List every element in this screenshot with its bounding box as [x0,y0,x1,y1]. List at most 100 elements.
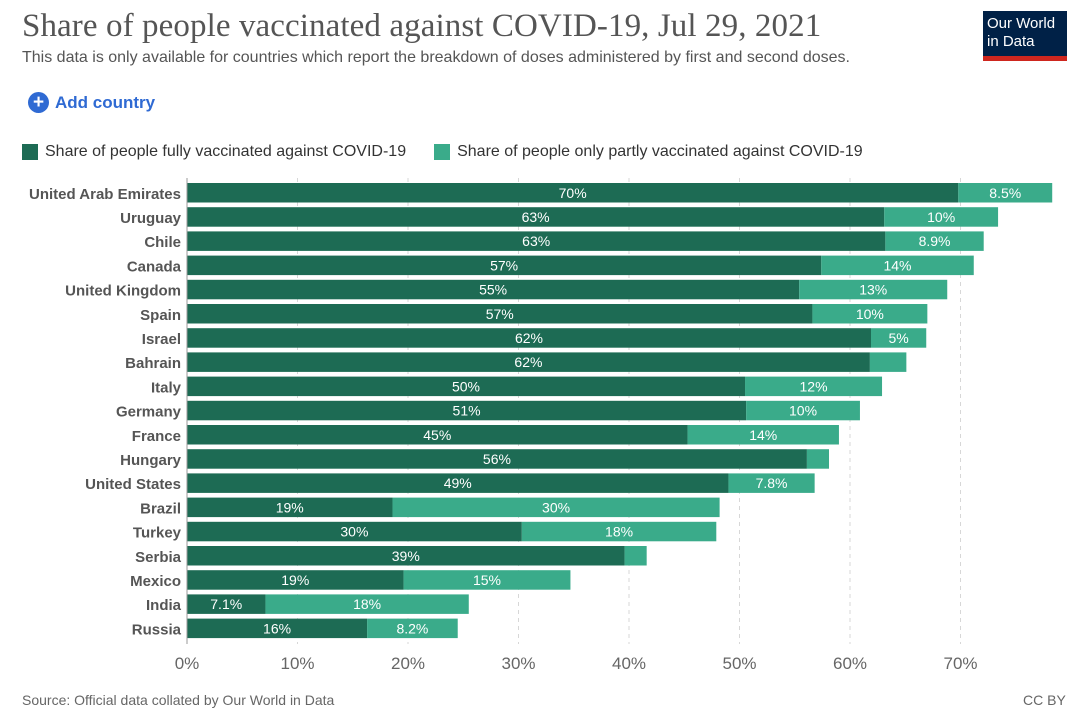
bar-fully-serbia [187,546,625,566]
bar-partly-chile [885,231,984,251]
category-label-mexico: Mexico [130,573,181,590]
legend-item-fully[interactable]: Share of people fully vaccinated against… [22,143,406,161]
data-label-fully-turkey: 30% [340,524,368,540]
bar-partly-italy [745,376,883,397]
x-tick-label-50: 50% [722,654,756,673]
data-label-partly-germany: 10% [789,403,817,419]
bar-fully-canada [187,255,822,276]
data-label-fully-germany: 51% [453,403,481,419]
bar-partly-united-states [728,473,815,493]
data-label-fully-spain: 57% [486,306,514,322]
category-label-israel: Israel [142,331,181,348]
bar-fully-turkey [187,521,522,542]
bar-fully-france [187,425,688,445]
bar-partly-united-arab-emirates [958,183,1053,203]
bar-partly-spain [812,304,928,324]
data-label-fully-mexico: 19% [281,572,309,588]
chart-title: Share of people vaccinated against COVID… [22,8,822,44]
bar-fully-hungary [187,449,807,469]
category-label-bahrain: Bahrain [125,355,181,372]
category-label-spain: Spain [140,307,181,324]
data-label-partly-brazil: 30% [542,499,570,515]
bar-partly-united-kingdom [799,279,948,300]
category-label-india: India [146,597,182,614]
data-label-partly-russia: 8.2% [396,620,428,636]
bar-partly-canada [821,255,974,276]
category-label-turkey: Turkey [133,525,182,542]
license-link[interactable]: CC BY [1023,692,1066,708]
category-label-brazil: Brazil [140,500,181,517]
bar-fully-india [187,594,266,614]
category-label-chile: Chile [144,234,181,251]
x-tick-label-20: 20% [391,654,425,673]
data-label-fully-israel: 62% [515,330,543,346]
x-tick-label-70: 70% [943,654,977,673]
category-label-hungary: Hungary [120,452,182,469]
x-tick-label-40: 40% [612,654,646,673]
add-country-button[interactable]: + Add country [28,92,155,113]
source-note: Source: Official data collated by Our Wo… [22,692,335,708]
legend: Share of people fully vaccinated against… [22,143,891,161]
bar-partly-brazil [392,497,720,518]
category-label-italy: Italy [151,379,182,396]
category-label-russia: Russia [132,621,182,638]
category-label-serbia: Serbia [135,549,182,566]
data-label-fully-italy: 50% [452,378,480,394]
data-label-partly-mexico: 15% [473,572,501,588]
data-label-partly-united-states: 7.8% [756,475,788,491]
bar-fully-italy [187,376,746,397]
data-label-fully-united-arab-emirates: 70% [559,185,587,201]
data-label-partly-spain: 10% [856,306,884,322]
bar-fully-germany [187,400,747,421]
data-label-partly-uruguay: 10% [927,209,955,225]
data-label-partly-israel: 5% [889,330,909,346]
data-label-fully-hungary: 56% [483,451,511,467]
category-label-germany: Germany [116,404,182,421]
category-label-canada: Canada [127,258,182,275]
category-label-france: France [132,428,181,445]
bar-partly-israel [870,328,927,348]
data-label-partly-turkey: 18% [605,524,633,540]
owid-logo[interactable]: Our World in Data [983,11,1067,61]
bar-fully-united-arab-emirates [187,183,959,203]
data-label-partly-italy: 12% [800,378,828,394]
x-tick-label-0: 0% [175,654,200,673]
data-label-partly-united-arab-emirates: 8.5% [989,185,1021,201]
category-label-united-kingdom: United Kingdom [65,283,181,300]
legend-label-fully: Share of people fully vaccinated against… [45,143,407,160]
bar-fully-chile [187,231,886,251]
category-label-united-states: United States [85,476,181,493]
data-label-fully-chile: 63% [522,233,550,249]
plus-circle-icon: + [28,92,49,113]
bar-partly-bahrain [869,352,907,372]
data-label-partly-chile: 8.9% [919,233,951,249]
logo-line-1: Our World [987,15,1056,32]
bar-fully-spain [187,304,813,324]
bar-fully-united-kingdom [187,279,800,300]
data-label-fully-united-kingdom: 55% [479,282,507,298]
category-label-united-arab-emirates: United Arab Emirates [29,186,181,203]
legend-item-partly[interactable]: Share of people only partly vaccinated a… [434,143,863,161]
x-tick-label-10: 10% [280,654,314,673]
bar-fully-brazil [187,497,393,518]
logo-line-2: in Data [987,33,1035,50]
bar-partly-mexico [403,570,571,590]
data-label-fully-bahrain: 62% [514,354,542,370]
x-tick-label-30: 30% [501,654,535,673]
bar-fully-russia [187,618,368,639]
data-label-partly-france: 14% [749,427,777,443]
add-country-label: Add country [55,92,156,112]
bar-fully-uruguay [187,207,885,227]
bar-partly-hungary [806,449,830,469]
data-label-partly-canada: 14% [883,257,911,273]
data-label-partly-united-kingdom: 13% [859,282,887,298]
bar-fully-bahrain [187,352,870,372]
bar-partly-india [265,594,469,614]
data-label-fully-uruguay: 63% [522,209,550,225]
data-label-fully-russia: 16% [263,620,291,636]
x-tick-label-60: 60% [833,654,867,673]
bar-partly-turkey [521,521,717,542]
legend-label-partly: Share of people only partly vaccinated a… [457,143,863,160]
legend-swatch-partly [434,144,451,160]
